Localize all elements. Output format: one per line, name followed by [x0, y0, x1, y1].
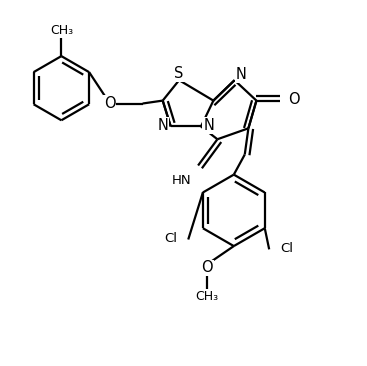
Text: N: N: [236, 67, 247, 82]
Text: N: N: [203, 118, 214, 133]
Text: CH₃: CH₃: [50, 25, 73, 37]
Text: O: O: [104, 96, 116, 111]
Text: O: O: [288, 92, 300, 107]
Text: S: S: [174, 66, 184, 81]
Text: CH₃: CH₃: [196, 290, 219, 303]
Text: O: O: [201, 261, 213, 276]
Text: Cl: Cl: [164, 232, 177, 245]
Text: HN: HN: [172, 173, 192, 187]
Text: N: N: [158, 118, 168, 133]
Text: Cl: Cl: [280, 242, 293, 255]
